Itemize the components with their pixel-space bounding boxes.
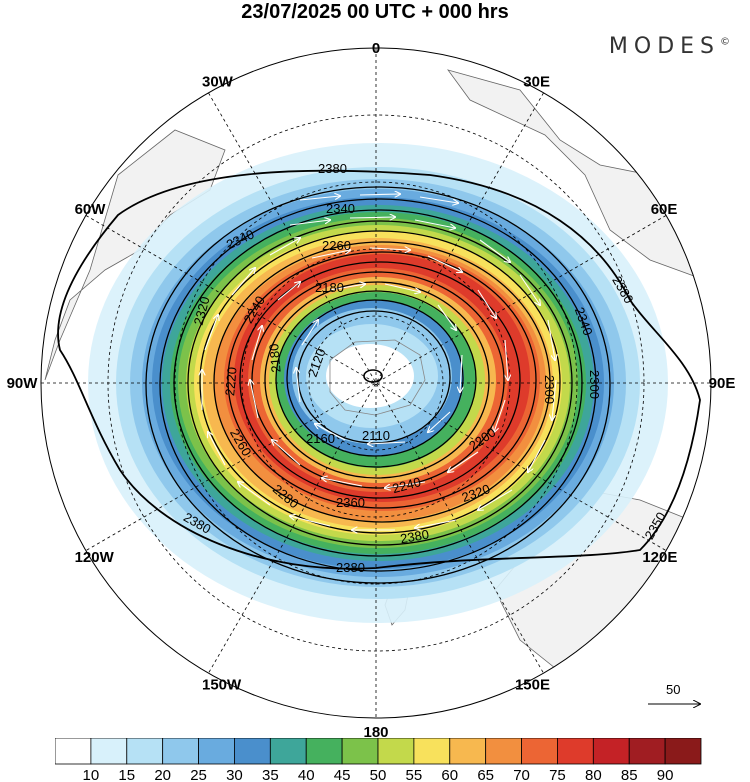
longitude-label: 120W [75, 549, 115, 566]
longitude-labels: 0 30E 60E 90E 120E 150E 180 150W 120W 90W 60W 30W [7, 40, 736, 740]
colorbar-cell [521, 738, 558, 765]
reference-vector-label: 50 [666, 682, 681, 697]
colorbar-tick-label: 45 [334, 767, 351, 782]
contour-label: 2240 [391, 474, 423, 496]
colorbar-cell [198, 738, 235, 765]
map-title: 23/07/2025 00 UTC + 000 hrs [241, 1, 509, 23]
contour-label: 2220 [222, 366, 239, 396]
longitude-label: 90E [709, 375, 736, 392]
contour-label: 2360 [336, 495, 365, 510]
contour-label: 2180 [266, 343, 283, 373]
colorbar-tick-label: 90 [657, 767, 674, 782]
colorbar-tick-label: 10 [83, 767, 100, 782]
contour-label: 2340 [326, 201, 355, 216]
colorbar-cell [90, 738, 128, 765]
colorbar-tick-label: 25 [190, 767, 207, 782]
colorbar-tick-label: 50 [370, 767, 387, 782]
colorbar-cell [413, 738, 451, 765]
colorbar-cell [341, 738, 379, 765]
longitude-label: 150W [202, 676, 242, 693]
contour-label: 2300 [587, 370, 602, 399]
colorbar-tick-label: 20 [154, 767, 171, 782]
colorbar-tick-label: 40 [298, 767, 315, 782]
brand-mark: © [720, 36, 730, 48]
colorbar-cell [592, 738, 630, 765]
colorbar-tick-label: 70 [513, 767, 530, 782]
contour-label: 2180 [315, 280, 344, 295]
colorbar-tick-label: 15 [118, 767, 135, 782]
colorbar-cell [449, 738, 487, 765]
longitude-label: 30W [202, 74, 234, 91]
map-boundary [40, 47, 712, 719]
colorbar-tick-label: 80 [585, 767, 602, 782]
colorbar-cell [557, 738, 594, 765]
graticule [41, 48, 711, 718]
colorbar-cell [305, 738, 343, 765]
colorbar-cell [628, 738, 666, 765]
colorbar-tick-label: 85 [621, 767, 638, 782]
colorbar-tick-label: 60 [441, 767, 458, 782]
longitude-label: 180 [363, 724, 388, 740]
brand-name: MODES [608, 34, 720, 59]
contour-label: 2110 [362, 428, 390, 443]
contour-label: 2380 [399, 527, 430, 547]
brand-logo: MODES© [609, 34, 730, 59]
contour-label: 2380 [318, 161, 347, 176]
antarctica-coast [329, 339, 426, 416]
colorbar-ticks: 10 15 20 25 30 35 40 45 50 55 60 65 70 75 80 85 90 [83, 767, 674, 782]
wind-vectors [202, 194, 556, 530]
colorbar-cell [269, 738, 307, 765]
polar-map: 2380 2340 2260 2340 2180 2240 2320 2120 … [7, 40, 736, 740]
colorbar-tick-label: 55 [406, 767, 423, 782]
longitude-label: 30E [523, 74, 550, 91]
colorbar-tick-label: 35 [262, 767, 279, 782]
contour-label: 2300 [542, 375, 557, 404]
colorbar-tick-label: 75 [549, 767, 566, 782]
reference-vector [648, 682, 710, 722]
colorbar-cell [162, 738, 199, 765]
colorbar-cell [126, 738, 164, 765]
longitude-label: 150E [515, 676, 550, 693]
longitude-label: 90W [7, 375, 39, 392]
contour-2380 [57, 169, 701, 570]
colorbar-cell [377, 738, 415, 765]
longitude-label: 120E [642, 549, 677, 566]
longitude-label: 0 [372, 40, 380, 57]
contour-label: 2160 [306, 431, 335, 446]
colorbar-tick-label: 30 [226, 767, 243, 782]
colorbar: 10 15 20 25 30 35 40 45 50 55 60 65 70 75 80 85 90 [55, 738, 702, 782]
contour-label: 2320 [191, 295, 213, 327]
colorbar-cells [55, 738, 702, 765]
contour-label: 2380 [336, 560, 365, 575]
colorbar-cell [234, 738, 271, 765]
colorbar-tick-label: 65 [477, 767, 494, 782]
colorbar-cell [485, 738, 522, 765]
height-contours [57, 169, 701, 584]
colorbar-cell [55, 738, 92, 765]
colorbar-cell [664, 738, 702, 765]
longitude-label: 60W [75, 201, 107, 218]
longitude-label: 60E [651, 201, 678, 218]
shade-10-inner [326, 344, 414, 408]
contour-label: 2260 [322, 238, 351, 253]
landmass-south-america [44, 129, 226, 381]
